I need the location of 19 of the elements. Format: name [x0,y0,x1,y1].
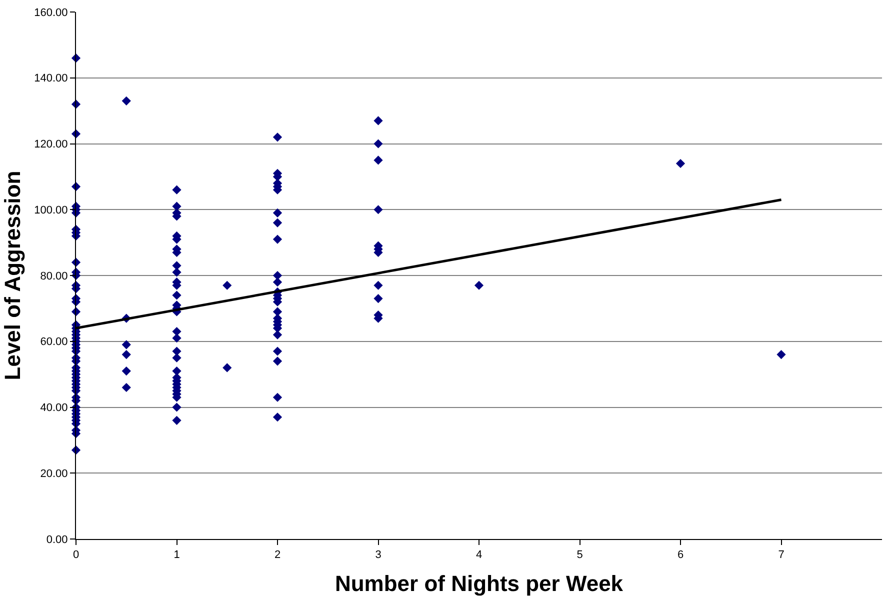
x-tick-label: 3 [375,549,382,562]
y-tick-label: 60.00 [40,336,68,348]
y-tick-label: 140.00 [34,72,68,85]
x-tick-label: 1 [174,549,180,562]
y-tick-label: 40.00 [40,402,68,414]
y-tick-label: 20.00 [40,468,68,480]
x-tick-label: 4 [476,549,482,562]
x-tick-label: 2 [274,549,281,562]
x-tick-label: 7 [778,549,784,562]
y-tick-label: 120.00 [34,138,68,151]
x-tick-label: 6 [677,549,684,562]
y-axis-title: Level of Aggression [0,170,25,380]
y-tick-label: 80.00 [40,270,68,282]
y-tick-label: 0.00 [46,534,68,546]
x-tick-label: 0 [72,549,80,562]
y-tick-label: 160.00 [34,6,68,19]
x-tick-label: 5 [576,549,583,562]
x-axis-title: Number of Nights per Week [334,571,624,596]
y-tick-label: 100.00 [34,204,68,216]
